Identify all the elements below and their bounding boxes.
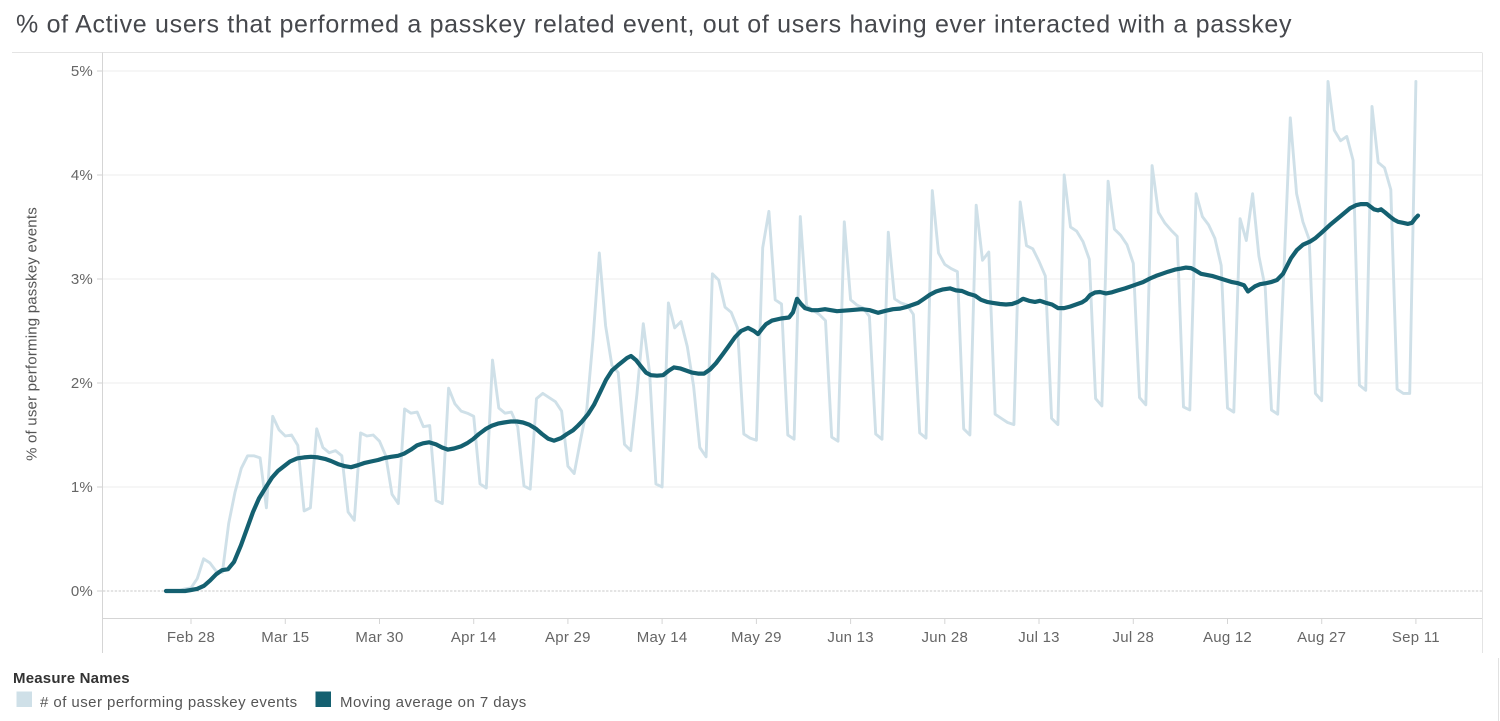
svg-text:Jun 13: Jun 13 (827, 629, 874, 646)
svg-text:% of user performing passkey e: % of user performing passkey events (24, 207, 41, 461)
svg-text:Measure Names: Measure Names (13, 670, 130, 687)
svg-text:Apr 14: Apr 14 (451, 629, 497, 646)
svg-text:Jun 28: Jun 28 (922, 629, 969, 646)
svg-text:3%: 3% (71, 271, 93, 288)
svg-text:Jul 28: Jul 28 (1113, 629, 1155, 646)
svg-text:2%: 2% (71, 375, 93, 392)
svg-text:Mar 15: Mar 15 (261, 629, 309, 646)
svg-text:5%: 5% (71, 63, 93, 80)
svg-text:Moving average on 7 days: Moving average on 7 days (340, 694, 527, 711)
svg-text:Mar 30: Mar 30 (355, 629, 403, 646)
svg-text:% of Active users that perform: % of Active users that performed a passk… (16, 11, 1292, 39)
svg-text:# of user performing passkey e: # of user performing passkey events (40, 694, 298, 711)
svg-text:4%: 4% (71, 167, 93, 184)
svg-text:Jul 13: Jul 13 (1018, 629, 1060, 646)
svg-text:May 29: May 29 (731, 629, 782, 646)
svg-text:Sep 11: Sep 11 (1392, 629, 1440, 646)
svg-text:0%: 0% (71, 583, 93, 600)
svg-text:Aug 27: Aug 27 (1297, 629, 1346, 646)
svg-text:May 14: May 14 (637, 629, 688, 646)
svg-text:Apr 29: Apr 29 (545, 629, 591, 646)
svg-text:Aug 12: Aug 12 (1203, 629, 1252, 646)
svg-text:Feb 28: Feb 28 (167, 629, 215, 646)
svg-text:1%: 1% (71, 479, 93, 496)
